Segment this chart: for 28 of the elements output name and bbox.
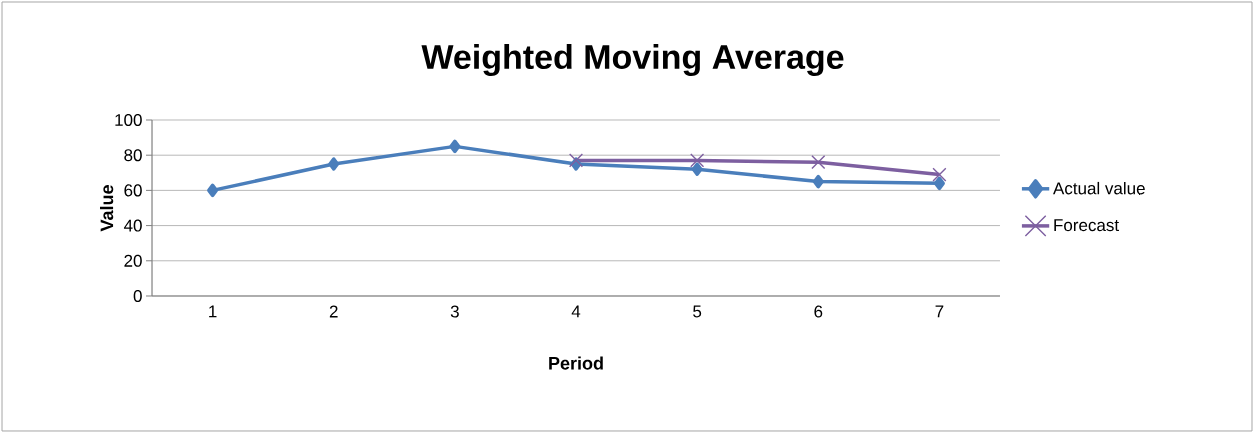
point xyxy=(691,162,703,177)
y-tick-label: 80 xyxy=(124,149,142,162)
point xyxy=(811,155,826,170)
point xyxy=(207,183,219,198)
x-tick-label: 5 xyxy=(693,305,702,318)
x-tick-label: 4 xyxy=(571,305,581,318)
x-tick-label: 1 xyxy=(209,305,217,318)
y-axis-title: Value xyxy=(100,185,114,232)
point xyxy=(933,176,945,191)
x-tick-label: 3 xyxy=(450,305,459,318)
legend-label: Actual value xyxy=(1053,181,1145,195)
y-tick-label: 100 xyxy=(115,113,142,127)
y-tick-label: 40 xyxy=(123,219,142,232)
chart-title: Weighted Moving Average xyxy=(421,44,844,76)
point xyxy=(812,174,824,189)
point xyxy=(328,157,340,171)
point xyxy=(690,153,705,168)
y-tick-label: 60 xyxy=(124,184,142,197)
x-tick-label: 7 xyxy=(935,305,944,318)
x-axis-title: Period xyxy=(549,356,603,370)
x-tick-label: 6 xyxy=(814,305,823,318)
point xyxy=(449,139,461,154)
point xyxy=(932,167,947,182)
y-tick-label: 20 xyxy=(124,254,142,267)
legend-label: Forecast xyxy=(1054,219,1119,232)
point xyxy=(568,153,584,168)
y-tick-label: 0 xyxy=(133,289,142,303)
x-tick-label: 2 xyxy=(329,305,338,318)
